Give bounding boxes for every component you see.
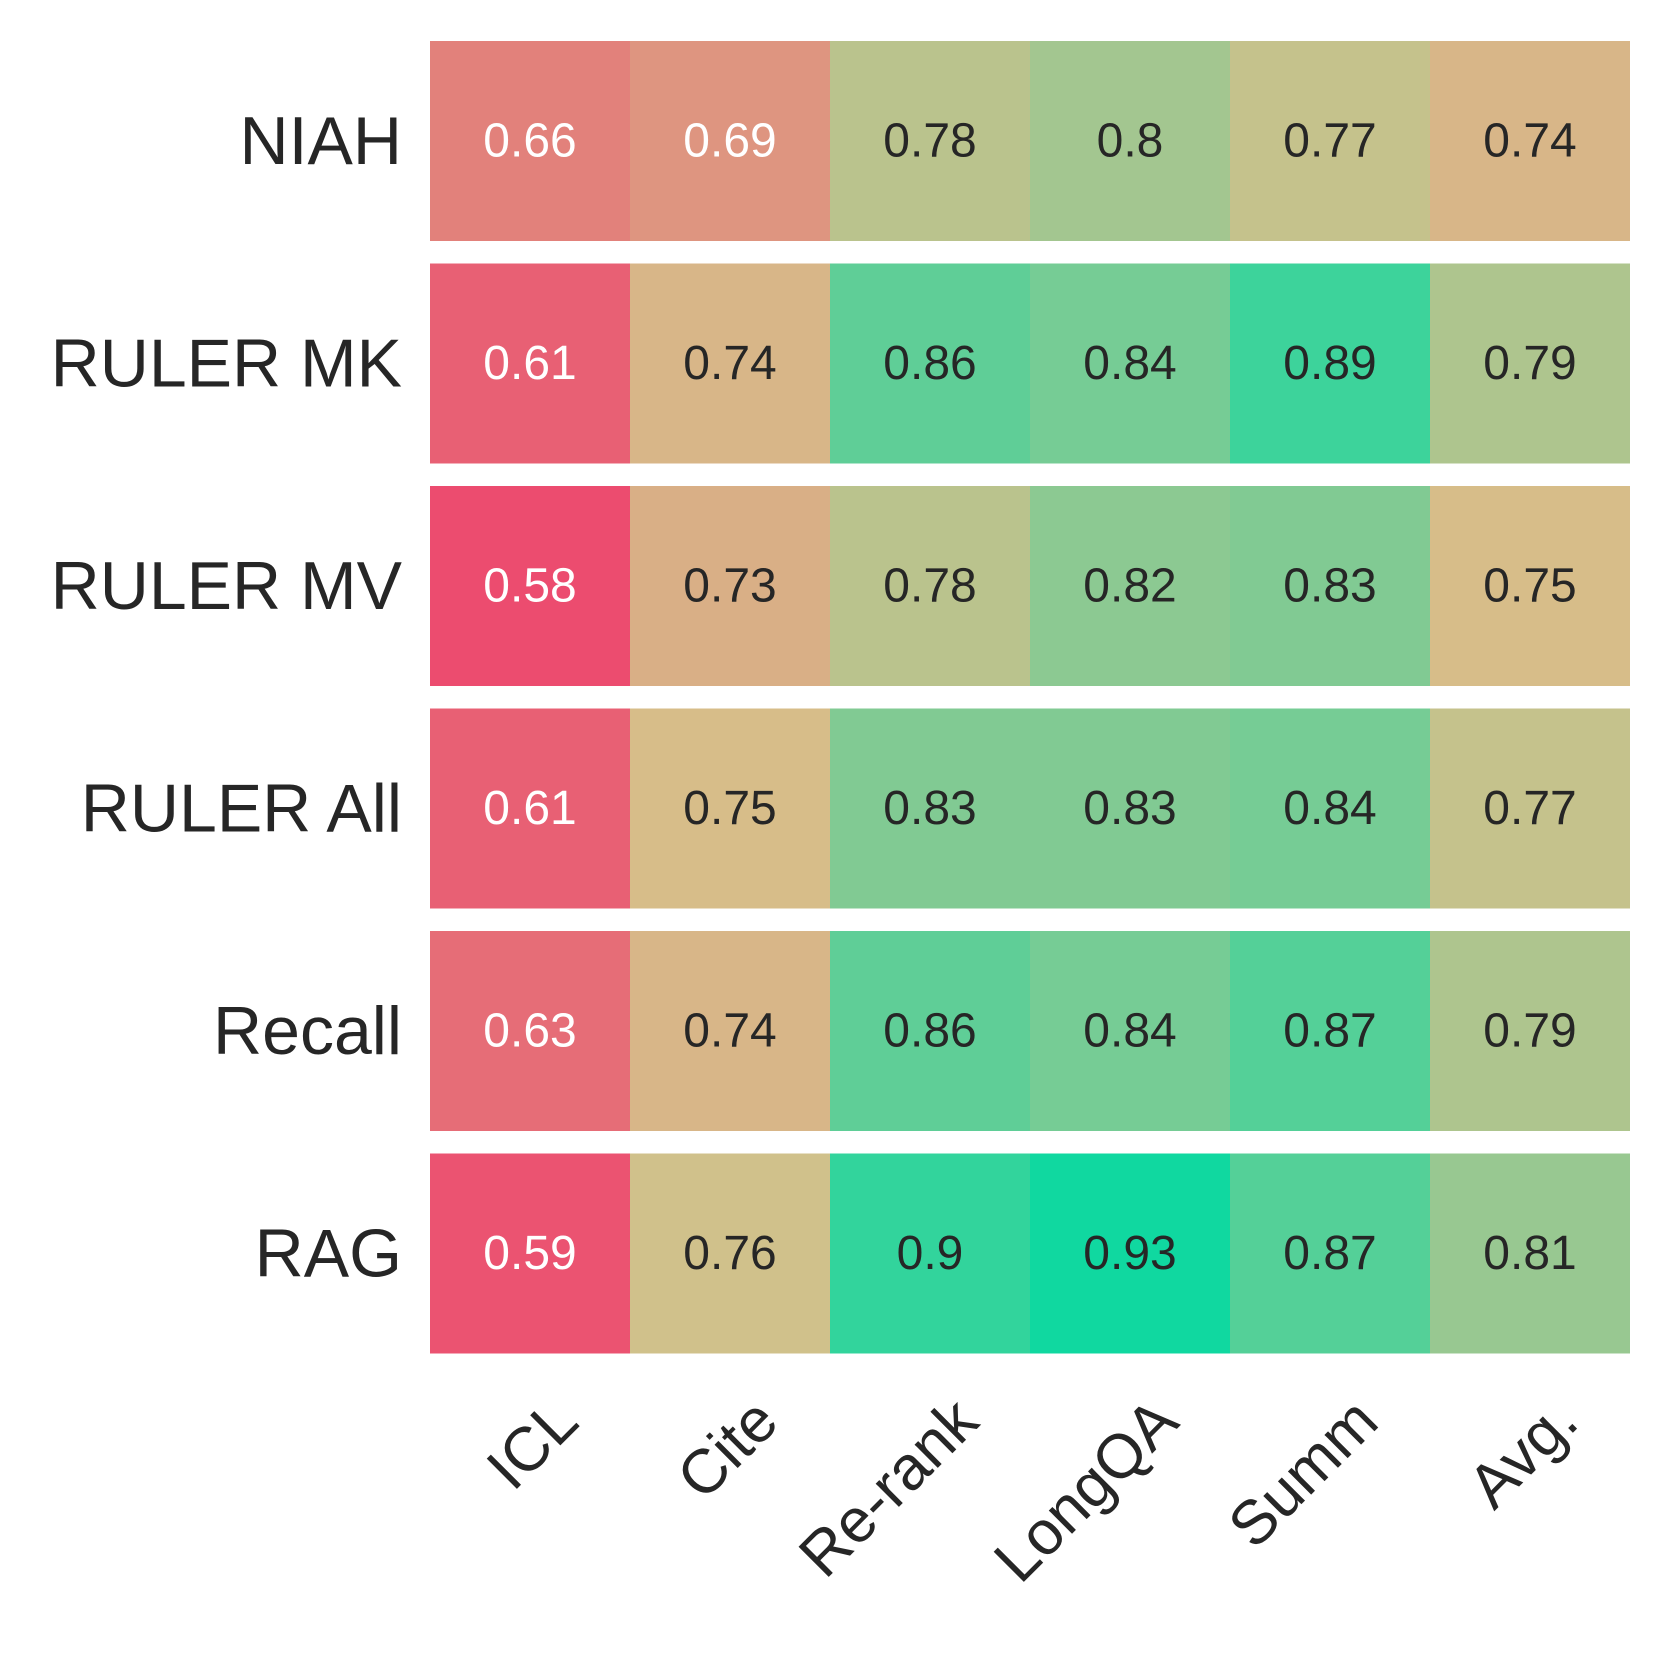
cell-value-recall-summ: 0.87 <box>1283 1005 1376 1058</box>
cell-value-ruler-mv-summ: 0.83 <box>1283 560 1376 613</box>
heatmap-cells <box>430 41 1630 1354</box>
cell-ruler-mk-longqa <box>1030 263 1230 464</box>
cell-ruler-mv-cite <box>630 486 830 686</box>
cell-value-ruler-mv-avg: 0.75 <box>1483 560 1576 613</box>
column-label-icl: ICL <box>474 1386 591 1503</box>
cell-ruler-mk-re-rank <box>830 263 1030 464</box>
cell-ruler-mv-re-rank <box>830 486 1030 686</box>
cell-value-niah-summ: 0.77 <box>1283 115 1376 168</box>
column-label-cite: Cite <box>664 1386 791 1513</box>
cell-value-ruler-mk-cite: 0.74 <box>683 337 776 390</box>
cell-value-recall-longqa: 0.84 <box>1083 1005 1176 1058</box>
cell-recall-longqa <box>1030 931 1230 1131</box>
cell-value-niah-longqa: 0.8 <box>1097 115 1164 168</box>
cell-value-niah-icl: 0.66 <box>483 115 576 168</box>
column-label-re-rank: Re-rank <box>786 1385 991 1590</box>
cell-value-ruler-mk-avg: 0.79 <box>1483 337 1576 390</box>
cell-ruler-mk-icl <box>430 263 630 464</box>
cell-ruler-all-cite <box>630 708 830 909</box>
cell-recall-icl <box>430 931 630 1131</box>
cell-value-recall-avg: 0.79 <box>1483 1005 1576 1058</box>
cell-value-niah-avg: 0.74 <box>1483 115 1576 168</box>
cell-ruler-mk-summ <box>1230 263 1430 464</box>
cell-value-ruler-all-icl: 0.61 <box>483 782 576 835</box>
cell-value-ruler-all-cite: 0.75 <box>683 782 776 835</box>
cell-value-rag-summ: 0.87 <box>1283 1227 1376 1280</box>
cell-value-rag-cite: 0.76 <box>683 1227 776 1280</box>
cell-value-ruler-mk-longqa: 0.84 <box>1083 337 1176 390</box>
cell-value-ruler-mk-summ: 0.89 <box>1283 337 1376 390</box>
cell-rag-longqa <box>1030 1153 1230 1354</box>
cell-recall-re-rank <box>830 931 1030 1131</box>
cell-value-ruler-mv-icl: 0.58 <box>483 560 576 613</box>
cell-value-ruler-mk-re-rank: 0.86 <box>883 337 976 390</box>
cell-value-ruler-mk-icl: 0.61 <box>483 337 576 390</box>
cell-ruler-mv-icl <box>430 486 630 686</box>
cell-ruler-mv-summ <box>1230 486 1430 686</box>
cell-value-rag-icl: 0.59 <box>483 1227 576 1280</box>
cell-ruler-mv-longqa <box>1030 486 1230 686</box>
cell-rag-avg <box>1430 1153 1630 1354</box>
row-label-ruler-mk: RULER MK <box>51 326 402 402</box>
cell-rag-summ <box>1230 1153 1430 1354</box>
cell-niah-longqa <box>1030 41 1230 241</box>
cell-value-recall-cite: 0.74 <box>683 1005 776 1058</box>
cell-rag-re-rank <box>830 1153 1030 1354</box>
row-label-ruler-all: RULER All <box>81 771 402 847</box>
cell-rag-cite <box>630 1153 830 1354</box>
cell-ruler-all-summ <box>1230 708 1430 909</box>
cell-value-recall-icl: 0.63 <box>483 1005 576 1058</box>
column-label-longqa: LongQA <box>981 1385 1191 1595</box>
row-label-niah: NIAH <box>240 103 402 179</box>
cell-rag-icl <box>430 1153 630 1354</box>
cell-ruler-mk-cite <box>630 263 830 464</box>
cell-value-ruler-mv-longqa: 0.82 <box>1083 560 1176 613</box>
cell-value-ruler-all-avg: 0.77 <box>1483 782 1576 835</box>
cell-value-ruler-mv-re-rank: 0.78 <box>883 560 976 613</box>
cell-niah-re-rank <box>830 41 1030 241</box>
cell-niah-avg <box>1430 41 1630 241</box>
cell-value-ruler-all-longqa: 0.83 <box>1083 782 1176 835</box>
cell-value-recall-re-rank: 0.86 <box>883 1005 976 1058</box>
cell-value-niah-cite: 0.69 <box>683 115 776 168</box>
cell-ruler-all-re-rank <box>830 708 1030 909</box>
cell-value-rag-avg: 0.81 <box>1483 1227 1576 1280</box>
cell-ruler-mk-avg <box>1430 263 1630 464</box>
cell-value-rag-longqa: 0.93 <box>1083 1227 1176 1280</box>
cell-value-ruler-all-re-rank: 0.83 <box>883 782 976 835</box>
heatmap-cell-labels: 0.66 0.69 0.78 0.8 0.77 0.74 0.61 0.74 0.86 0.84 0… <box>483 115 1576 1281</box>
cell-ruler-all-longqa <box>1030 708 1230 909</box>
row-label-rag: RAG <box>255 1216 402 1292</box>
cell-ruler-all-avg <box>1430 708 1630 909</box>
cell-value-niah-re-rank: 0.78 <box>883 115 976 168</box>
row-label-recall: Recall <box>213 993 402 1069</box>
cell-niah-cite <box>630 41 830 241</box>
row-label-ruler-mv: RULER MV <box>51 548 403 624</box>
cell-recall-avg <box>1430 931 1630 1131</box>
cell-recall-cite <box>630 931 830 1131</box>
column-label-avg: Avg. <box>1455 1386 1591 1522</box>
column-label-summ: Summ <box>1216 1386 1391 1561</box>
cell-niah-summ <box>1230 41 1430 241</box>
cell-value-ruler-mv-cite: 0.73 <box>683 560 776 613</box>
cell-recall-summ <box>1230 931 1430 1131</box>
cell-niah-icl <box>430 41 630 241</box>
cell-ruler-all-icl <box>430 708 630 909</box>
row-labels: NIAH RULER MK RULER MV RULER All Recall RAG <box>51 103 403 1292</box>
cell-ruler-mv-avg <box>1430 486 1630 686</box>
cell-value-rag-re-rank: 0.9 <box>897 1227 964 1280</box>
cell-value-ruler-all-summ: 0.84 <box>1283 782 1376 835</box>
